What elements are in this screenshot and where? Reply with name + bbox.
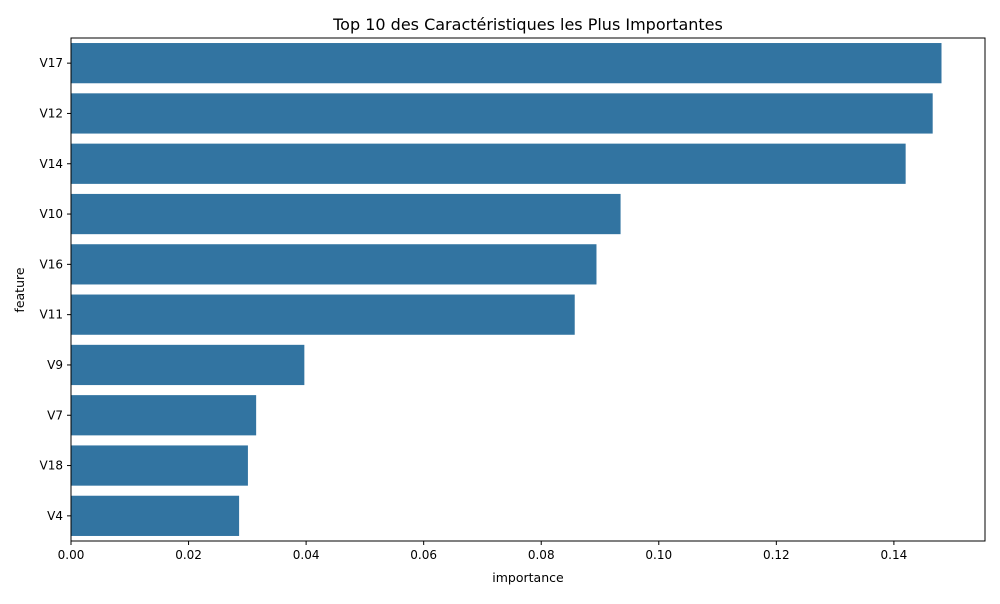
y-axis-label: feature <box>12 267 27 312</box>
y-tick-label: V11 <box>40 308 63 322</box>
y-tick-label: V12 <box>40 106 63 120</box>
bars <box>71 43 942 536</box>
x-tick-label: 0.12 <box>763 548 790 562</box>
bar-v11 <box>71 294 575 335</box>
y-tick-label: V18 <box>40 459 63 473</box>
y-axis-ticks: V17 V12 V14 V10 V16 V11 V9 V7 V18 V4 <box>40 56 71 523</box>
bar-v10 <box>71 193 621 235</box>
bar-v16 <box>71 244 597 285</box>
y-tick-label: V16 <box>40 257 63 271</box>
y-tick-label: V9 <box>47 358 63 372</box>
bar-v17 <box>71 43 942 84</box>
x-axis-label: importance <box>492 570 564 585</box>
y-tick-label: V10 <box>40 207 63 221</box>
bar-v18 <box>71 445 248 486</box>
x-tick-label: 0.08 <box>528 548 555 562</box>
y-tick-label: V17 <box>40 56 63 70</box>
bar-v4 <box>71 495 240 536</box>
bar-v14 <box>71 143 906 184</box>
y-tick-label: V14 <box>40 157 63 171</box>
x-tick-label: 0.04 <box>293 548 320 562</box>
x-tick-label: 0.06 <box>410 548 437 562</box>
y-tick-label: V7 <box>47 408 63 422</box>
x-tick-label: 0.10 <box>645 548 672 562</box>
bar-v7 <box>71 395 257 436</box>
x-tick-label: 0.02 <box>175 548 202 562</box>
y-tick-label: V4 <box>47 509 63 523</box>
x-tick-label: 0.14 <box>881 548 908 562</box>
bar-v12 <box>71 93 933 134</box>
x-tick-label: 0.00 <box>58 548 85 562</box>
bar-v9 <box>71 344 305 386</box>
chart-title: Top 10 des Caractéristiques les Plus Imp… <box>332 15 723 34</box>
x-axis-ticks: 0.00 0.02 0.04 0.06 0.08 0.10 0.12 0.14 <box>58 541 908 562</box>
plot-frame <box>70 37 986 542</box>
